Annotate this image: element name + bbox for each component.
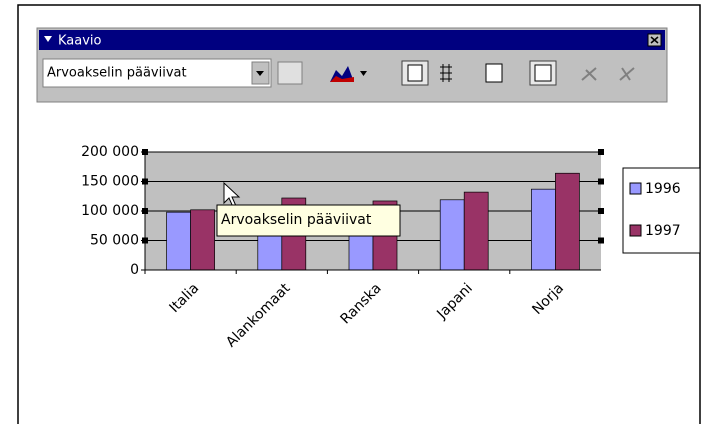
dropdown-text: Arvoakselin pääviivat bbox=[47, 66, 187, 81]
tooltip-text: Arvoakselin pääviivat bbox=[221, 212, 372, 228]
x-tick-label: Japani bbox=[433, 280, 475, 322]
legend-icon bbox=[407, 64, 423, 82]
bar bbox=[531, 188, 556, 271]
chart-type-icon bbox=[330, 76, 354, 82]
y-tick-label: 150 000 bbox=[81, 174, 139, 190]
x-tick-label: Italia bbox=[167, 280, 203, 316]
close-icon bbox=[650, 36, 659, 44]
angle-text-button-2[interactable] bbox=[619, 67, 635, 81]
legend-label: 1997 bbox=[645, 223, 681, 239]
data-table-button[interactable] bbox=[440, 64, 452, 82]
y-tick-label: 100 000 bbox=[81, 203, 139, 219]
toolbar: Kaavio Arvoakselin pääviivat bbox=[36, 27, 668, 103]
selection-handle bbox=[598, 178, 604, 185]
legend-label: 1996 bbox=[645, 181, 681, 197]
bar bbox=[190, 209, 215, 271]
toolbar-title: Kaavio bbox=[58, 34, 102, 49]
toolbar-menu-arrow[interactable] bbox=[44, 36, 52, 42]
legend-box bbox=[622, 167, 701, 254]
chart-type-arrow bbox=[360, 71, 367, 76]
y-tick-label: 50 000 bbox=[90, 233, 139, 249]
bar bbox=[439, 199, 465, 271]
tooltip-box bbox=[216, 204, 401, 237]
x-tick-label: Ranska bbox=[338, 280, 385, 327]
by-column-icon bbox=[534, 64, 552, 82]
bar bbox=[555, 172, 580, 271]
legend-swatch bbox=[629, 224, 642, 237]
legend-swatch bbox=[629, 182, 642, 195]
dropdown-arrow bbox=[256, 71, 264, 76]
angle-text-button[interactable] bbox=[581, 67, 597, 81]
selection-handle bbox=[598, 208, 604, 214]
x-tick-label: Alankomaat bbox=[223, 280, 294, 351]
bar bbox=[166, 211, 191, 271]
y-tick-label: 200 000 bbox=[81, 144, 139, 160]
toolbar-titlebar bbox=[39, 30, 665, 50]
x-tick-label: Norja bbox=[529, 280, 567, 318]
format-button[interactable] bbox=[277, 61, 303, 85]
dropdown[interactable] bbox=[42, 58, 272, 88]
selection-handle bbox=[598, 149, 604, 155]
y-tick-label: 0 bbox=[130, 262, 139, 278]
overlay: Arvoakselin pääviivat bbox=[216, 181, 401, 237]
by-row-button[interactable] bbox=[485, 63, 503, 83]
bar bbox=[463, 191, 489, 271]
selection-handle bbox=[598, 237, 604, 244]
chart: 0 50 000 100 000 150 000 200 000 Italia Alanko… bbox=[81, 144, 701, 351]
